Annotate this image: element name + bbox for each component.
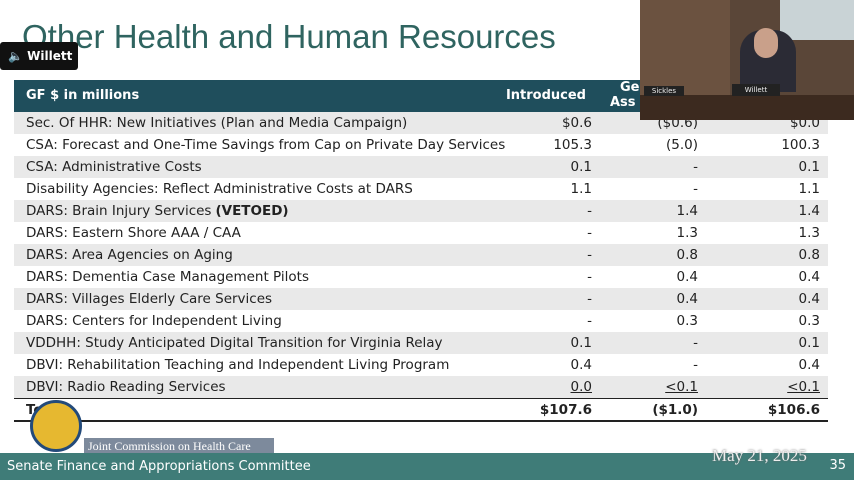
table-row: VDDHH: Study Anticipated Digital Transit…: [14, 332, 828, 354]
table-row: DBVI: Radio Reading Services 0.0 <0.1 <0.1: [14, 376, 828, 398]
introduced-value: 0.1: [570, 159, 592, 175]
slide-title: Other Health and Human Resources: [22, 18, 556, 55]
row-note: (VETOED): [215, 203, 289, 219]
row-label: CSA: Forecast and One-Time Savings from …: [26, 137, 506, 153]
logo-text: Joint Commission on Health Care: [84, 438, 274, 454]
col3-value: 0.4: [676, 269, 698, 285]
window: [780, 0, 854, 40]
col3-value: 1.3: [676, 225, 698, 241]
header-introduced: Introduced: [505, 88, 586, 103]
introduced-value: 0.0: [570, 379, 592, 395]
col3-value: 0.3: [676, 313, 698, 329]
col3-value: 1.4: [676, 203, 698, 219]
row-label: DARS: Brain Injury Services: [26, 203, 212, 219]
introduced-value: -: [587, 313, 592, 329]
row-label: DARS: Area Agencies on Aging: [26, 247, 233, 263]
introduced-value: -: [587, 269, 592, 285]
row-label: Sec. Of HHR: New Initiatives (Plan and M…: [26, 115, 408, 131]
col3-value: 0.4: [676, 291, 698, 307]
table-row: DARS: Centers for Independent Living - 0.3…: [14, 310, 828, 332]
speaker-icon: 🔈: [8, 49, 23, 63]
nameplate: Willett: [732, 84, 780, 96]
introduced-value: 1.1: [570, 181, 592, 197]
nameplate: Sickles: [644, 86, 684, 96]
footer-committee: Senate Finance and Appropriations Commit…: [7, 459, 311, 474]
col4-value: <0.1: [787, 379, 820, 395]
page-number: 35: [829, 458, 846, 473]
timestamp: May 21, 2025: [712, 446, 807, 465]
row-label: CSA: Administrative Costs: [26, 159, 202, 175]
introduced-value: -: [587, 203, 592, 219]
col4-value: 1.3: [798, 225, 820, 241]
introduced-value: $0.6: [561, 115, 592, 131]
col4-value: 0.3: [798, 313, 820, 329]
col3-value: -: [693, 181, 698, 197]
introduced-value: -: [587, 291, 592, 307]
introduced-value: 105.3: [553, 137, 592, 153]
col4-value: 1.1: [798, 181, 820, 197]
table-row: DARS: Eastern Shore AAA / CAA - 1.3 1.3: [14, 222, 828, 244]
introduced-value: -: [587, 247, 592, 263]
header-label: GF $ in millions: [26, 88, 140, 103]
introduced-value: -: [587, 225, 592, 241]
table-row: DBVI: Rehabilitation Teaching and Indepe…: [14, 354, 828, 376]
col4-value: 0.4: [798, 357, 820, 373]
logo-seal: [30, 400, 82, 452]
introduced-value: 0.4: [570, 357, 592, 373]
table-row: Disability Agencies: Reflect Administrat…: [14, 178, 828, 200]
col3-value: ($1.0): [652, 402, 698, 418]
col3-value: -: [693, 357, 698, 373]
col3-value: -: [693, 335, 698, 351]
row-label: DARS: Centers for Independent Living: [26, 313, 282, 329]
introduced-value: $107.6: [539, 402, 592, 418]
total-row: To$107.6($1.0)$106.6: [14, 398, 828, 422]
table-row: DARS: Dementia Case Management Pilots - 0.…: [14, 266, 828, 288]
table-row: DARS: Villages Elderly Care Services - 0.4…: [14, 288, 828, 310]
col4-value: 0.4: [798, 291, 820, 307]
table-row: CSA: Administrative Costs 0.1 - 0.1: [14, 156, 828, 178]
col4-value: 0.1: [798, 335, 820, 351]
col4-value: $106.6: [767, 402, 820, 418]
row-label: DARS: Villages Elderly Care Services: [26, 291, 273, 307]
row-label: DBVI: Radio Reading Services: [26, 379, 226, 395]
col4-value: 0.4: [798, 269, 820, 285]
introduced-value: 0.1: [570, 335, 592, 351]
row-label: VDDHH: Study Anticipated Digital Transit…: [26, 335, 443, 351]
col4-value: 0.8: [798, 247, 820, 263]
speaker-name: Willett: [27, 49, 73, 63]
col4-value: 1.4: [798, 203, 820, 219]
col4-value: 0.1: [798, 159, 820, 175]
col3-value: -: [693, 159, 698, 175]
col4-value: 100.3: [781, 137, 820, 153]
footer-bar: Senate Finance and Appropriations Commit…: [0, 453, 854, 480]
table-row: DARS: Brain Injury Services (VETOED) - 1.4 1…: [14, 200, 828, 222]
table-row: DARS: Area Agencies on Aging - 0.8 0.8: [14, 244, 828, 266]
speaker-badge: 🔈 Willett: [0, 42, 78, 70]
col3-value: 0.8: [676, 247, 698, 263]
person-head: [754, 28, 778, 58]
row-label: DARS: Eastern Shore AAA / CAA: [26, 225, 241, 241]
row-label: DARS: Dementia Case Management Pilots: [26, 269, 309, 285]
desk: [640, 95, 854, 120]
col3-value: <0.1: [665, 379, 698, 395]
header-col3: Ass: [610, 95, 636, 110]
row-label: DBVI: Rehabilitation Teaching and Indepe…: [26, 357, 450, 373]
header-col3: Ge: [620, 80, 640, 95]
table-row: CSA: Forecast and One-Time Savings from …: [14, 134, 828, 156]
col3-value: (5.0): [665, 137, 698, 153]
video-overlay: Sickles Willett: [640, 0, 854, 120]
table-row: Sec. Of HHR: New Initiatives (Plan and M…: [14, 112, 828, 134]
row-label: Disability Agencies: Reflect Administrat…: [26, 181, 413, 197]
